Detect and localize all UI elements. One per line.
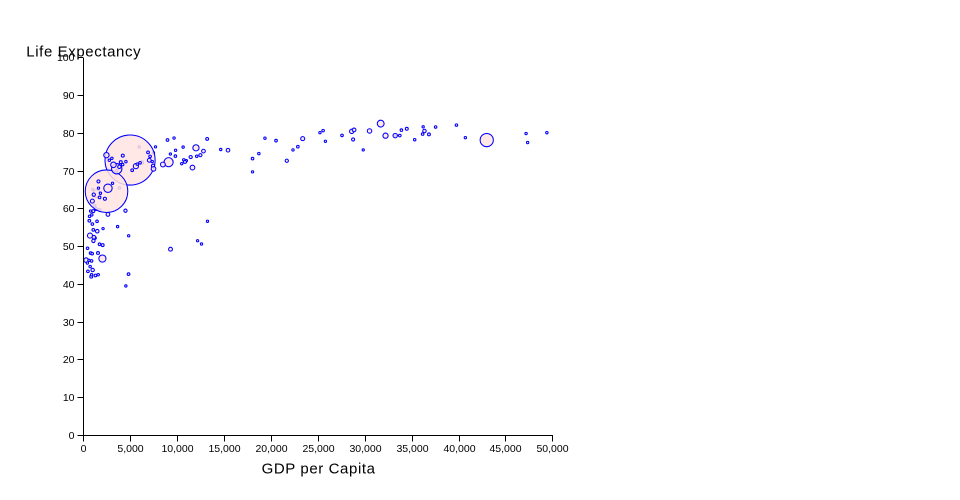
svg-text:20: 20 [63,354,75,366]
svg-text:40: 40 [63,279,75,291]
svg-text:80: 80 [63,128,75,140]
svg-text:35,000: 35,000 [396,443,428,455]
svg-text:30,000: 30,000 [349,443,381,455]
svg-text:25,000: 25,000 [302,443,334,455]
svg-text:70: 70 [63,166,75,178]
svg-text:30: 30 [63,317,75,329]
svg-text:50,000: 50,000 [536,443,568,455]
svg-text:90: 90 [63,90,75,102]
svg-text:Life Expectancy: Life Expectancy [26,44,141,61]
svg-text:5,000: 5,000 [117,443,143,455]
svg-text:60: 60 [63,203,75,215]
svg-text:50: 50 [63,241,75,253]
svg-text:40,000: 40,000 [443,443,475,455]
svg-text:100: 100 [57,52,75,64]
svg-text:10,000: 10,000 [161,443,193,455]
svg-text:0: 0 [69,430,75,442]
svg-text:0: 0 [81,443,87,455]
svg-text:20,000: 20,000 [255,443,287,455]
svg-text:45,000: 45,000 [489,443,521,455]
svg-text:GDP per Capita: GDP per Capita [262,460,376,477]
svg-text:10: 10 [63,392,75,404]
svg-text:15,000: 15,000 [208,443,240,455]
